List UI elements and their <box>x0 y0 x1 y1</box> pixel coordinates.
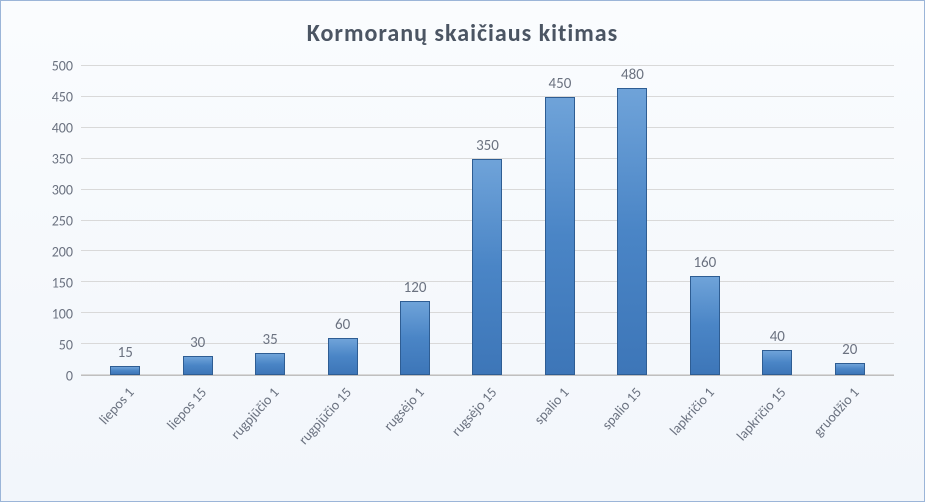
bar-value-label: 480 <box>621 66 644 84</box>
x-label-slot: rugsėjo 15 <box>451 376 523 496</box>
bar-slot: 35 <box>234 66 306 375</box>
bar-slot: 60 <box>306 66 378 375</box>
y-axis: 050100150200250300350400450500 <box>31 66 81 376</box>
bar <box>690 276 720 375</box>
x-label-slot: gruodžio 1 <box>814 376 886 496</box>
y-tick-label: 50 <box>33 337 73 354</box>
bar-value-label: 15 <box>118 344 133 362</box>
x-tick-label: spalio 15 <box>598 384 645 433</box>
x-label-slot: lapkričio 1 <box>669 376 741 496</box>
x-label-slot: liepos 1 <box>89 376 161 496</box>
y-tick-label: 300 <box>33 182 73 199</box>
x-tick-label: spalio 1 <box>531 384 573 428</box>
x-axis-labels: liepos 1 liepos 15 rugpjūčio 1 rugpjūčio 15… <box>81 376 894 496</box>
bar <box>617 88 647 375</box>
y-tick-label: 100 <box>33 306 73 323</box>
y-tick-label: 0 <box>33 368 73 385</box>
y-tick-label: 250 <box>33 213 73 230</box>
x-tick-label: gruodžio 1 <box>810 384 863 440</box>
plot-area: 050100150200250300350400450500 153035601… <box>31 66 894 376</box>
bar-value-label: 450 <box>549 75 572 93</box>
x-label-slot: spalio 1 <box>524 376 596 496</box>
bar <box>762 350 792 375</box>
x-label-slot: liepos 15 <box>161 376 233 496</box>
x-tick-label: liepos 1 <box>96 384 138 428</box>
x-tick-label: liepos 15 <box>164 384 211 433</box>
x-tick-label: rugsėjo 15 <box>448 384 500 439</box>
bar-slot: 350 <box>451 66 523 375</box>
x-label-slot: rugpjūčio 15 <box>306 376 378 496</box>
chart-container: Kormoranų skaičiaus kitimas 0 50 100 150 200… <box>0 0 925 502</box>
bar-slot: 20 <box>814 66 886 375</box>
bar-value-label: 20 <box>842 341 857 359</box>
bar <box>328 338 358 375</box>
bar-value-label: 40 <box>770 328 785 346</box>
bar-slot: 30 <box>161 66 233 375</box>
bar <box>110 366 140 375</box>
x-label-slot: rugsėjo 1 <box>379 376 451 496</box>
bar-slot: 40 <box>741 66 813 375</box>
bar <box>835 363 865 375</box>
x-tick-label: rugsėjo 1 <box>380 384 428 434</box>
y-tick-label: 150 <box>33 275 73 292</box>
bar-value-label: 35 <box>263 331 278 349</box>
y-tick-label: 400 <box>33 120 73 137</box>
bar-slot: 160 <box>669 66 741 375</box>
chart-title: Kormoranų skaičiaus kitimas <box>31 19 894 48</box>
bar-slot: 480 <box>596 66 668 375</box>
bar <box>545 97 575 375</box>
bar <box>472 159 502 375</box>
x-label-slot: spalio 15 <box>596 376 668 496</box>
x-tick-label: rugpjūčio 1 <box>228 384 283 443</box>
y-tick-label: 350 <box>33 151 73 168</box>
x-label-slot: lapkričio 15 <box>741 376 813 496</box>
bar-value-label: 120 <box>404 279 427 297</box>
y-tick-label: 450 <box>33 89 73 106</box>
x-tick-label: lapkričio 1 <box>666 384 718 439</box>
bars-group: 15 30 35 60 120 350 450 480 160 40 20 <box>81 66 894 375</box>
bar <box>400 301 430 375</box>
bar <box>255 353 285 375</box>
y-tick-label: 200 <box>33 244 73 261</box>
bar-value-label: 60 <box>335 316 350 334</box>
bar-value-label: 160 <box>693 254 716 272</box>
bar-value-label: 350 <box>476 137 499 155</box>
y-tick-label: 500 <box>33 58 73 75</box>
bar-slot: 450 <box>524 66 596 375</box>
bar-value-label: 30 <box>190 334 205 352</box>
grid-area: 15 30 35 60 120 350 450 480 160 40 20 <box>81 66 894 376</box>
bar-slot: 120 <box>379 66 451 375</box>
bar-slot: 15 <box>89 66 161 375</box>
bar <box>183 356 213 375</box>
x-tick-label: lapkričio 15 <box>733 384 790 444</box>
